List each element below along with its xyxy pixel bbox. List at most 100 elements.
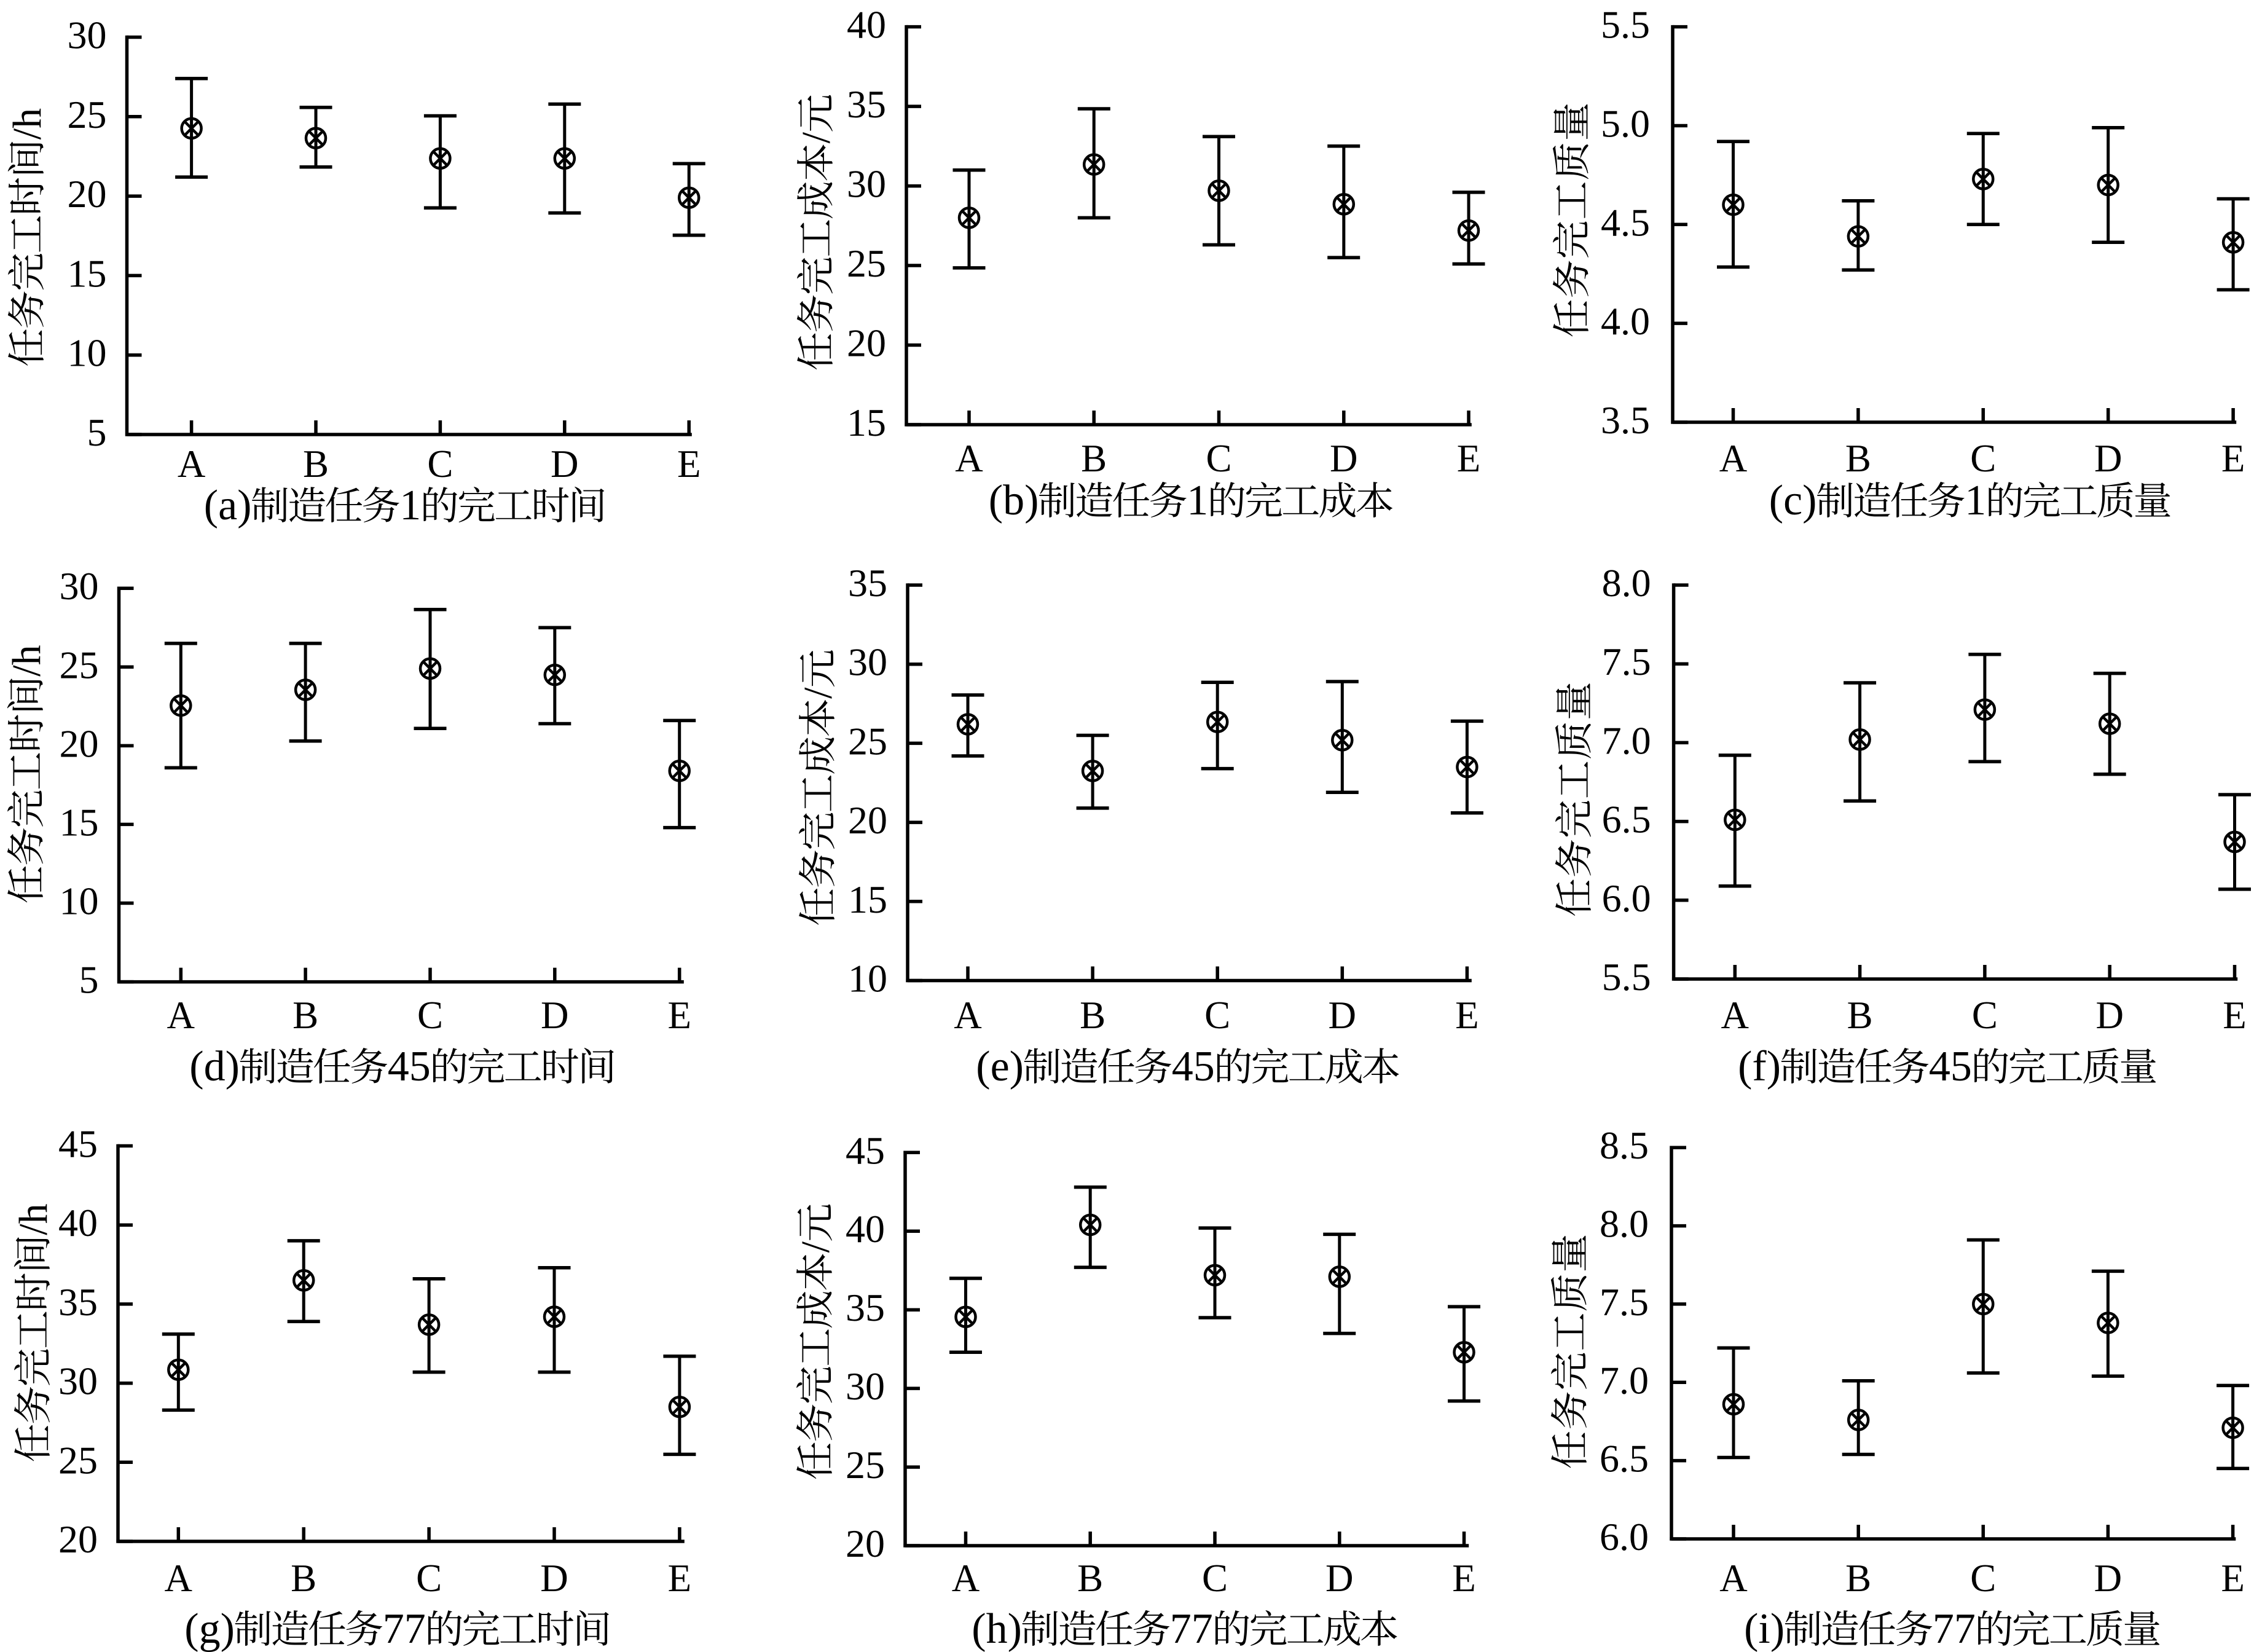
svg-text:6.5: 6.5 bbox=[1602, 798, 1651, 841]
svg-text:20: 20 bbox=[848, 798, 887, 842]
svg-text:(a): (a) bbox=[204, 482, 252, 529]
svg-text:/h: /h bbox=[5, 108, 50, 140]
svg-text:25: 25 bbox=[68, 93, 107, 136]
svg-text:D: D bbox=[2095, 994, 2124, 1037]
svg-text:45: 45 bbox=[1172, 1043, 1215, 1090]
svg-text:A: A bbox=[1719, 437, 1748, 480]
svg-text:(i): (i) bbox=[1744, 1605, 1785, 1652]
svg-text:8.0: 8.0 bbox=[1600, 1202, 1649, 1246]
svg-text:8.0: 8.0 bbox=[1602, 561, 1651, 605]
svg-text:E: E bbox=[1457, 437, 1480, 480]
svg-text:40: 40 bbox=[846, 1207, 885, 1251]
svg-text:A: A bbox=[167, 994, 195, 1037]
svg-text:25: 25 bbox=[58, 1438, 98, 1482]
svg-text:5.0: 5.0 bbox=[1601, 102, 1650, 146]
svg-text:E: E bbox=[2221, 1557, 2244, 1600]
svg-text:40: 40 bbox=[847, 3, 886, 47]
svg-text:35: 35 bbox=[847, 82, 886, 126]
svg-text:(f): (f) bbox=[1738, 1043, 1781, 1090]
svg-text:30: 30 bbox=[60, 564, 99, 608]
svg-text:6.0: 6.0 bbox=[1602, 876, 1651, 920]
svg-text:C: C bbox=[427, 442, 453, 486]
svg-text:10: 10 bbox=[68, 331, 107, 375]
svg-text:15: 15 bbox=[60, 800, 99, 844]
svg-text:(d): (d) bbox=[189, 1043, 240, 1090]
svg-text:20: 20 bbox=[58, 1517, 98, 1561]
svg-text:7.0: 7.0 bbox=[1602, 718, 1651, 762]
svg-text:20: 20 bbox=[846, 1522, 885, 1565]
svg-text:30: 30 bbox=[847, 162, 886, 206]
svg-text:C: C bbox=[416, 1557, 442, 1600]
svg-text:3.5: 3.5 bbox=[1601, 398, 1650, 442]
svg-text:E: E bbox=[2223, 994, 2246, 1037]
svg-text:35: 35 bbox=[848, 561, 887, 605]
svg-text:/h: /h bbox=[11, 1203, 56, 1235]
svg-text:15: 15 bbox=[68, 251, 107, 295]
svg-text:7.5: 7.5 bbox=[1600, 1280, 1649, 1324]
svg-text:1: 1 bbox=[1187, 477, 1208, 524]
svg-text:5: 5 bbox=[87, 411, 107, 454]
svg-text:4.0: 4.0 bbox=[1601, 299, 1650, 343]
svg-text:20: 20 bbox=[60, 722, 99, 765]
svg-text:D: D bbox=[551, 442, 579, 486]
svg-text:B: B bbox=[1845, 1557, 1871, 1600]
svg-text:B: B bbox=[291, 1557, 316, 1600]
svg-text:7.5: 7.5 bbox=[1602, 640, 1651, 683]
svg-text:35: 35 bbox=[58, 1280, 98, 1324]
svg-text:45: 45 bbox=[58, 1122, 98, 1166]
svg-text:D: D bbox=[1330, 437, 1358, 480]
svg-text:D: D bbox=[540, 1557, 568, 1600]
svg-text:45: 45 bbox=[388, 1043, 431, 1090]
svg-text:/: / bbox=[794, 132, 839, 143]
svg-text:(c): (c) bbox=[1769, 477, 1817, 524]
svg-text:25: 25 bbox=[60, 643, 99, 686]
svg-text:E: E bbox=[1455, 994, 1478, 1037]
svg-text:6.0: 6.0 bbox=[1600, 1515, 1649, 1559]
svg-text:20: 20 bbox=[68, 172, 107, 216]
svg-text:E: E bbox=[668, 1557, 691, 1600]
svg-text:D: D bbox=[1329, 994, 1357, 1037]
svg-text:45: 45 bbox=[846, 1128, 885, 1172]
svg-text:B: B bbox=[1081, 437, 1107, 480]
svg-text:/: / bbox=[793, 1241, 838, 1253]
svg-text:C: C bbox=[417, 994, 443, 1037]
svg-text:C: C bbox=[1206, 437, 1231, 480]
svg-text:6.5: 6.5 bbox=[1600, 1437, 1649, 1481]
svg-text:77: 77 bbox=[383, 1605, 426, 1652]
svg-text:E: E bbox=[667, 994, 691, 1037]
svg-text:E: E bbox=[2221, 437, 2245, 480]
svg-text:/h: /h bbox=[4, 645, 49, 676]
svg-text:5.5: 5.5 bbox=[1601, 3, 1650, 47]
svg-text:C: C bbox=[1970, 1557, 1996, 1600]
svg-text:15: 15 bbox=[848, 878, 887, 921]
svg-text:35: 35 bbox=[846, 1286, 885, 1329]
svg-text:30: 30 bbox=[846, 1364, 885, 1408]
svg-text:E: E bbox=[677, 442, 701, 486]
svg-text:25: 25 bbox=[847, 242, 886, 285]
svg-text:A: A bbox=[178, 442, 206, 486]
svg-text:D: D bbox=[1325, 1557, 1354, 1600]
svg-text:5.5: 5.5 bbox=[1602, 955, 1651, 999]
svg-text:30: 30 bbox=[68, 14, 107, 57]
svg-text:C: C bbox=[1202, 1557, 1228, 1600]
svg-text:7.0: 7.0 bbox=[1600, 1358, 1649, 1402]
svg-text:77: 77 bbox=[1170, 1605, 1213, 1652]
svg-text:40: 40 bbox=[58, 1201, 98, 1245]
svg-text:D: D bbox=[541, 994, 569, 1037]
svg-text:B: B bbox=[1077, 1557, 1103, 1600]
svg-text:A: A bbox=[955, 437, 983, 480]
svg-text:B: B bbox=[1080, 994, 1105, 1037]
svg-text:8.5: 8.5 bbox=[1600, 1123, 1649, 1167]
svg-text:10: 10 bbox=[848, 957, 887, 1001]
svg-text:4.5: 4.5 bbox=[1601, 200, 1650, 244]
svg-text:20: 20 bbox=[847, 321, 886, 365]
svg-text:B: B bbox=[1845, 437, 1871, 480]
svg-text:25: 25 bbox=[846, 1443, 885, 1487]
svg-text:30: 30 bbox=[58, 1359, 98, 1403]
svg-text:(b): (b) bbox=[989, 477, 1039, 524]
svg-text:/: / bbox=[796, 687, 841, 699]
svg-text:D: D bbox=[2094, 437, 2122, 480]
svg-text:A: A bbox=[165, 1557, 193, 1600]
svg-text:E: E bbox=[1452, 1557, 1475, 1600]
svg-text:A: A bbox=[1721, 994, 1749, 1037]
